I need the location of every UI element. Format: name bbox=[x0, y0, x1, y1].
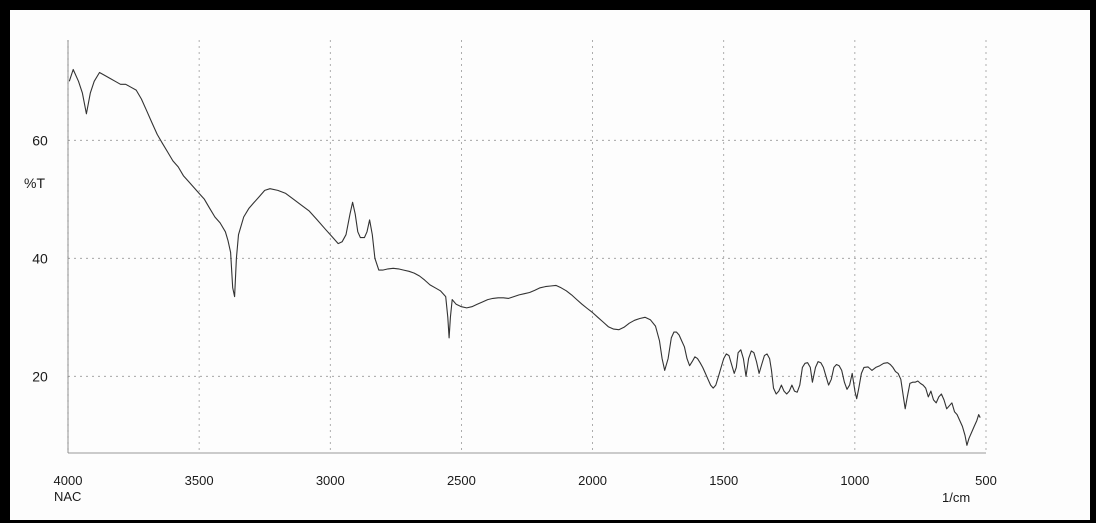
sample-label: NAC bbox=[54, 489, 81, 504]
x-tick-label: 2000 bbox=[578, 473, 607, 488]
x-tick-label: 2500 bbox=[447, 473, 476, 488]
y-axis-label: %T bbox=[24, 175, 45, 191]
x-tick-label: 1500 bbox=[709, 473, 738, 488]
x-tick-label: 500 bbox=[975, 473, 997, 488]
tick-labels: 4000 3500 3000 2500 2000 1500 1000 500 20 40 60 bbox=[32, 132, 997, 488]
x-tick-label: 1000 bbox=[840, 473, 869, 488]
y-tick-label: 60 bbox=[32, 132, 48, 148]
ir-spectrum-chart: 4000 3500 3000 2500 2000 1500 1000 500 20 40 60 %T… bbox=[24, 40, 997, 505]
x-tick-label: 3000 bbox=[316, 473, 345, 488]
grid bbox=[67, 40, 987, 454]
spectrum-line bbox=[68, 68, 981, 446]
x-tick-label: 4000 bbox=[54, 473, 83, 488]
y-tick-label: 40 bbox=[32, 250, 48, 266]
y-tick-label: 20 bbox=[32, 368, 48, 384]
x-axis-unit-label: 1/cm bbox=[942, 490, 970, 505]
x-tick-label: 3500 bbox=[185, 473, 214, 488]
